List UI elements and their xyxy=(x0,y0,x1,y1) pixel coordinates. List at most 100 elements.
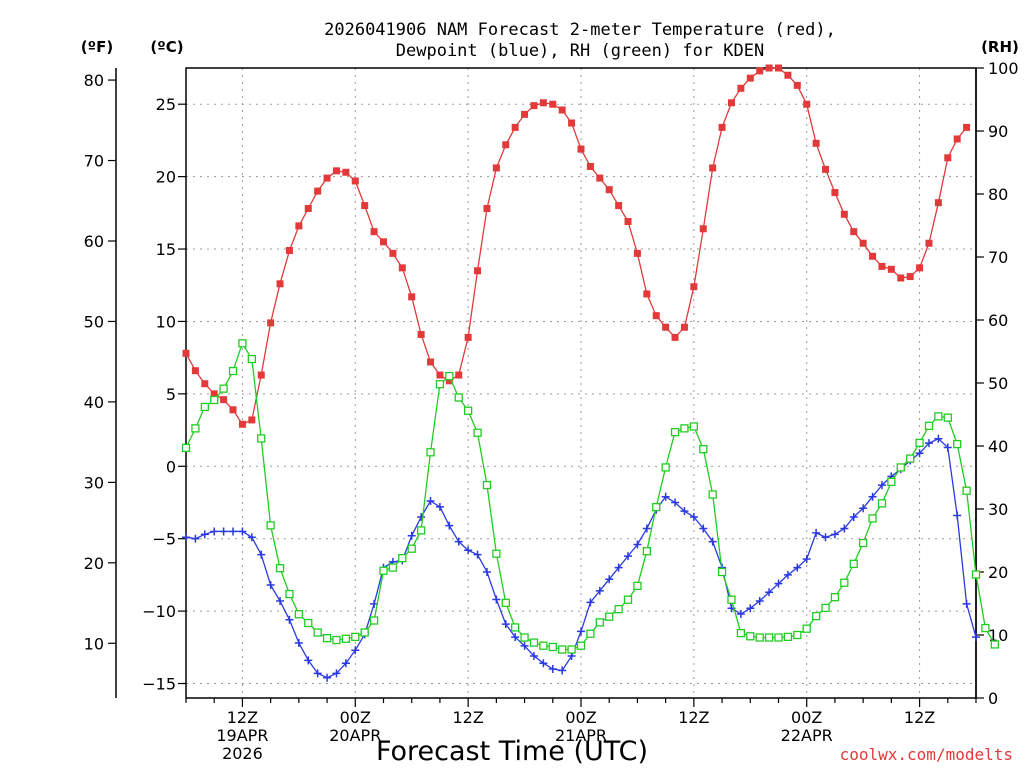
rh-point xyxy=(407,544,416,553)
dewpoint-point xyxy=(868,492,877,501)
temperature-point xyxy=(633,249,641,257)
dewpoint-point xyxy=(323,673,332,682)
dewpoint-point xyxy=(774,579,783,588)
temperature-point xyxy=(850,228,858,236)
rh-point xyxy=(266,521,275,530)
dewpoint-point xyxy=(915,449,924,458)
temperature-point xyxy=(746,74,754,82)
temperature-point xyxy=(408,293,416,301)
temperature-point xyxy=(709,164,717,172)
dewpoint-point xyxy=(595,586,604,595)
rh-tick-label: 90 xyxy=(988,122,1008,141)
dewpoint-point xyxy=(492,595,501,604)
rh-point xyxy=(896,463,905,472)
rh-point xyxy=(783,632,793,642)
rh-point xyxy=(774,633,783,642)
celsius-tick-label: 25 xyxy=(156,95,176,114)
rh-point xyxy=(257,434,266,443)
rh-point xyxy=(971,570,981,579)
dewpoint-point xyxy=(783,570,792,579)
rh-point xyxy=(943,413,952,422)
rh-point xyxy=(868,514,877,523)
time-tick-label: 20APR xyxy=(329,726,381,745)
dewpoint-point xyxy=(257,550,266,559)
rh-tick-label: 80 xyxy=(988,185,1008,204)
temperature-point xyxy=(511,123,519,131)
rh-point xyxy=(595,618,604,627)
fahrenheit-tick-label: 10 xyxy=(84,634,104,653)
rh-point xyxy=(652,502,661,512)
title-line-2: Dewpoint (blue), RH (green) for KDEN xyxy=(396,41,764,61)
dewpoint-point xyxy=(210,527,219,536)
rh-point xyxy=(680,424,689,433)
time-tick-label: 19APR xyxy=(216,726,268,745)
celsius-tick-label: 10 xyxy=(156,312,176,331)
rh-point xyxy=(294,610,304,619)
temperature-point xyxy=(539,99,547,107)
temperature-point xyxy=(577,145,585,153)
dewpoint-point xyxy=(266,581,275,590)
temperature-point xyxy=(662,323,670,331)
temperature-point xyxy=(953,135,961,143)
rh-point xyxy=(548,642,557,652)
dewpoint-point xyxy=(577,627,585,636)
temperature-point xyxy=(220,396,228,404)
time-tick-label: 2026 xyxy=(222,744,263,763)
dewpoint-point xyxy=(539,659,548,668)
time-tick-label: 00Z xyxy=(340,708,371,727)
temperature-point xyxy=(624,218,632,226)
temperature-point xyxy=(361,202,369,210)
rh-point xyxy=(727,595,736,604)
temperature-point xyxy=(718,123,726,131)
fahrenheit-tick-label: 60 xyxy=(84,232,104,251)
dewpoint-point xyxy=(501,620,510,629)
rh-point xyxy=(576,641,586,650)
temperature-point xyxy=(474,267,482,275)
temperature-point xyxy=(568,119,576,127)
dewpoint-point xyxy=(859,504,868,513)
temperature-point xyxy=(502,141,510,149)
rh-point xyxy=(341,634,351,643)
rh-point xyxy=(313,628,322,637)
temperature-point xyxy=(342,168,350,176)
dewpoint-point xyxy=(699,524,708,533)
temperature-point xyxy=(615,202,623,210)
temperature-point xyxy=(398,264,406,272)
rh-point xyxy=(934,412,943,421)
dewpoint-point xyxy=(586,598,595,607)
dewpoint-point xyxy=(445,521,454,530)
dewpoint-point xyxy=(313,669,322,678)
rh-point xyxy=(953,439,962,449)
temperature-point xyxy=(963,123,971,131)
time-tick-label: 22APR xyxy=(781,726,833,745)
dewpoint-point xyxy=(200,530,209,539)
rh-point xyxy=(332,635,341,645)
temperature-point xyxy=(925,239,933,247)
rh-point xyxy=(520,633,529,642)
series-rh xyxy=(181,339,999,654)
dewpoint-point xyxy=(614,563,623,572)
dewpoint-point xyxy=(849,512,858,521)
dewpoint-point xyxy=(435,502,444,511)
dewpoint-point xyxy=(624,552,633,561)
dewpoint-point xyxy=(520,641,529,650)
dewpoint-point xyxy=(877,481,886,490)
rh-point xyxy=(238,339,247,348)
rh-point xyxy=(473,428,482,437)
rh-point xyxy=(219,384,228,393)
rh-point xyxy=(275,564,285,573)
fahrenheit-axis: 10 20 30 40 50 60 70 80 xyxy=(84,71,116,653)
dewpoint-point xyxy=(294,638,303,647)
rh-point xyxy=(416,526,426,535)
rh-point xyxy=(285,589,294,599)
rh-point xyxy=(746,632,755,641)
temperature-point xyxy=(840,210,848,218)
rh-point xyxy=(435,380,445,389)
temperature-point xyxy=(680,323,688,331)
rh-point xyxy=(369,616,379,625)
rh-point xyxy=(501,598,510,608)
time-tick-label: 12Z xyxy=(227,708,258,727)
fahrenheit-tick-label: 30 xyxy=(84,473,104,492)
dewpoint-point xyxy=(548,665,557,674)
